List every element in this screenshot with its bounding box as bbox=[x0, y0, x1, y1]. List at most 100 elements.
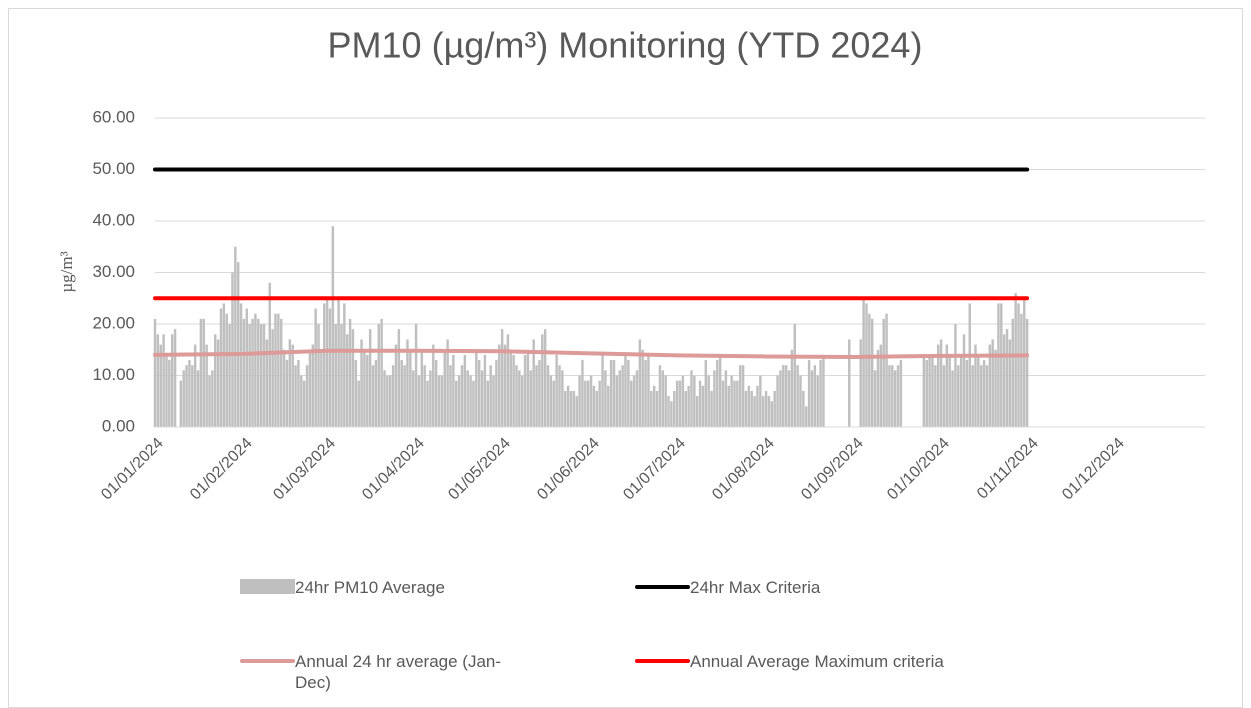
bar bbox=[532, 339, 535, 427]
bar bbox=[366, 354, 369, 427]
bar bbox=[300, 375, 303, 427]
bar bbox=[561, 370, 564, 427]
bar bbox=[641, 349, 644, 427]
bar bbox=[592, 385, 596, 427]
legend-swatch bbox=[635, 659, 690, 663]
bar bbox=[239, 303, 243, 427]
x-tick-label: 01/01/2024 bbox=[98, 435, 167, 504]
bar bbox=[475, 349, 478, 427]
bar bbox=[546, 365, 550, 427]
bar bbox=[873, 370, 877, 427]
chart: PM10 (µg/m³) Monitoring (YTD 2024) µg/m³… bbox=[57, 25, 1205, 504]
bar bbox=[202, 318, 205, 427]
bar bbox=[928, 354, 931, 427]
bar bbox=[400, 360, 403, 427]
bar bbox=[248, 324, 251, 427]
bar bbox=[168, 360, 171, 427]
bar bbox=[242, 318, 246, 427]
bar bbox=[420, 349, 424, 427]
bar bbox=[500, 329, 504, 427]
bar bbox=[308, 349, 312, 427]
bar bbox=[343, 303, 346, 427]
bar bbox=[228, 324, 231, 427]
bar bbox=[274, 313, 277, 427]
bar bbox=[922, 354, 926, 427]
bar bbox=[191, 365, 194, 427]
bar bbox=[954, 324, 957, 427]
bar bbox=[452, 354, 455, 427]
bar bbox=[535, 365, 538, 427]
bar bbox=[334, 324, 337, 427]
bar bbox=[675, 380, 679, 427]
bar bbox=[518, 370, 521, 427]
bar bbox=[558, 365, 561, 427]
bar bbox=[957, 365, 960, 427]
line bbox=[153, 348, 1030, 359]
bar bbox=[767, 396, 771, 427]
bar bbox=[280, 318, 283, 427]
bar bbox=[925, 360, 928, 427]
bar bbox=[265, 339, 269, 427]
bar bbox=[635, 370, 639, 427]
bar bbox=[939, 339, 943, 427]
bar bbox=[409, 349, 412, 427]
bar bbox=[865, 303, 868, 427]
bar bbox=[980, 365, 983, 427]
bar bbox=[959, 354, 963, 427]
bar bbox=[455, 380, 458, 427]
bar bbox=[971, 365, 974, 427]
bar bbox=[262, 324, 266, 427]
bar bbox=[586, 380, 590, 427]
bar bbox=[968, 303, 971, 427]
bar bbox=[761, 396, 765, 427]
x-tick-label: 01/12/2024 bbox=[1059, 435, 1128, 504]
y-tick-label: 60.00 bbox=[92, 107, 135, 126]
bar bbox=[345, 334, 349, 427]
bar bbox=[704, 360, 708, 427]
bar bbox=[153, 318, 157, 427]
bar bbox=[552, 380, 555, 427]
legend-swatch bbox=[240, 659, 295, 663]
bar bbox=[472, 380, 475, 427]
bar bbox=[733, 380, 736, 427]
bar bbox=[1020, 313, 1023, 427]
bar bbox=[331, 226, 335, 427]
bar bbox=[581, 360, 584, 427]
bar bbox=[199, 318, 203, 427]
bar bbox=[615, 375, 619, 427]
bar bbox=[710, 390, 713, 427]
bar bbox=[805, 406, 808, 427]
bar bbox=[698, 380, 702, 427]
bar bbox=[498, 344, 501, 427]
bar bbox=[612, 360, 616, 427]
bar bbox=[787, 370, 791, 427]
bar bbox=[211, 370, 214, 427]
bar bbox=[1002, 334, 1006, 427]
bar bbox=[403, 365, 406, 427]
bar bbox=[870, 318, 874, 427]
bar bbox=[219, 308, 223, 427]
x-tick-label: 01/04/2024 bbox=[359, 435, 428, 504]
bar bbox=[716, 360, 719, 427]
bar bbox=[753, 396, 756, 427]
bar bbox=[730, 375, 733, 427]
bar bbox=[701, 385, 705, 427]
bar bbox=[291, 344, 294, 427]
legend-item: Annual Average Maximum criteria bbox=[635, 651, 990, 672]
bar bbox=[724, 370, 728, 427]
bar bbox=[469, 375, 472, 427]
bar bbox=[434, 360, 438, 427]
bar bbox=[647, 354, 650, 427]
bar bbox=[991, 339, 994, 427]
bar bbox=[483, 354, 487, 427]
bar bbox=[466, 370, 469, 427]
bar bbox=[882, 318, 885, 427]
bar bbox=[325, 298, 329, 427]
x-tick-label: 01/10/2024 bbox=[884, 435, 953, 504]
bar bbox=[179, 380, 183, 427]
bar bbox=[251, 318, 254, 427]
bar bbox=[942, 365, 946, 427]
bar bbox=[977, 354, 980, 427]
bar bbox=[526, 349, 530, 427]
bar bbox=[807, 360, 811, 427]
